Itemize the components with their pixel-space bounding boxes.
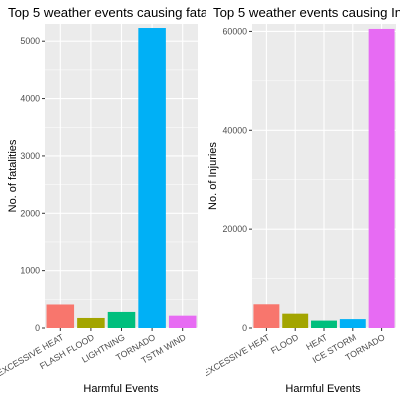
y-tick-label: 20000 <box>223 224 248 234</box>
bar-tornado <box>138 28 166 328</box>
x-axis-title: Harmful Events <box>83 383 159 395</box>
bar-flood <box>282 313 309 328</box>
bar-ice-storm <box>339 319 366 328</box>
x-tick-label: EXCESSIVE HEAT <box>201 332 272 379</box>
bar-heat <box>311 320 337 328</box>
y-tick-label: 60000 <box>223 26 248 36</box>
bar-excessive-heat <box>253 304 280 328</box>
y-axis-title: No. of Injuries <box>207 142 219 210</box>
x-tick-label: FLOOD <box>269 332 300 356</box>
y-tick-label: 5000 <box>20 36 40 46</box>
bar-lightning <box>107 311 136 328</box>
bar-tornado <box>368 28 395 329</box>
bar-flash-flood <box>77 317 105 328</box>
x-axis-title: Harmful Events <box>285 383 361 395</box>
y-tick-label: 4000 <box>20 94 40 104</box>
y-tick-label: 40000 <box>223 125 248 135</box>
y-tick-label: 2000 <box>20 208 40 218</box>
chart-title: Top 5 weather events causing fatalities <box>8 5 235 20</box>
y-tick-label: 3000 <box>20 151 40 161</box>
bar-tstm-wind <box>168 315 197 328</box>
y-tick-label: 0 <box>242 323 247 333</box>
chart-title: Top 5 weather events causing Injuries <box>213 5 400 20</box>
bar-excessive-heat <box>46 304 75 328</box>
y-tick-label: 1000 <box>20 266 40 276</box>
y-axis-title: No. of fatalities <box>7 139 19 212</box>
y-tick-label: 0 <box>35 323 40 333</box>
